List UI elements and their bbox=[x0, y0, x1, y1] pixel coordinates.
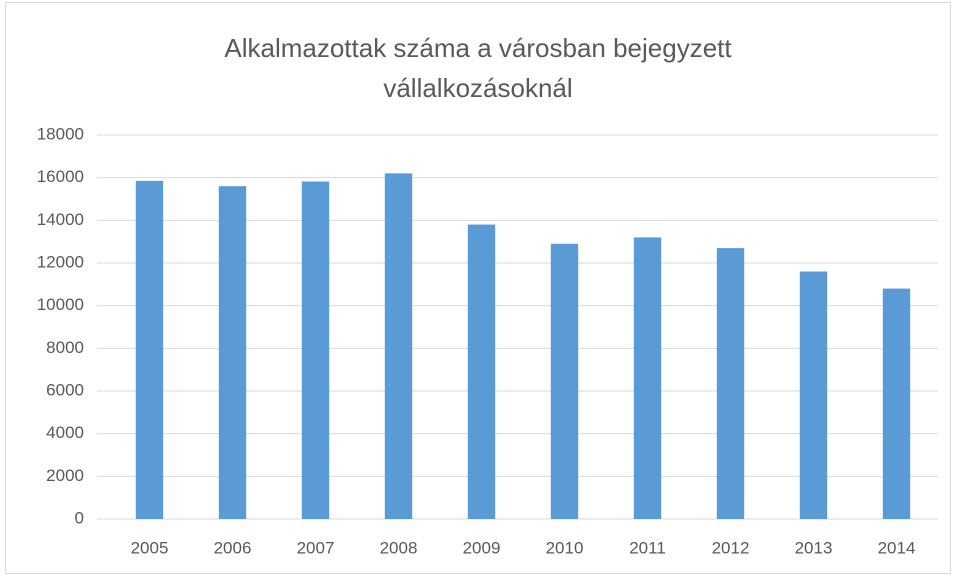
y-tick-label: 10000 bbox=[37, 295, 84, 314]
y-tick-label: 12000 bbox=[37, 252, 84, 271]
x-tick-label: 2012 bbox=[712, 538, 750, 557]
bar bbox=[384, 173, 413, 519]
x-tick-label: 2007 bbox=[297, 538, 335, 557]
y-tick-label: 18000 bbox=[37, 124, 84, 143]
y-tick-label: 14000 bbox=[37, 210, 84, 229]
bar bbox=[716, 248, 745, 520]
x-tick-label: 2008 bbox=[380, 538, 418, 557]
bar bbox=[882, 288, 911, 519]
x-tick-label: 2014 bbox=[878, 538, 916, 557]
x-tick-label: 2005 bbox=[131, 538, 169, 557]
x-tick-label: 2009 bbox=[463, 538, 501, 557]
bar bbox=[135, 180, 164, 519]
x-tick-label: 2011 bbox=[629, 538, 666, 557]
x-tick-label: 2010 bbox=[546, 538, 584, 557]
bar bbox=[467, 224, 496, 519]
y-tick-label: 4000 bbox=[46, 423, 84, 442]
x-tick-label: 2006 bbox=[214, 538, 252, 557]
y-tick-label: 0 bbox=[75, 508, 84, 527]
bar bbox=[550, 243, 579, 520]
chart-title: Alkalmazottak száma a városban bejegyzet… bbox=[224, 33, 732, 103]
y-tick-label: 16000 bbox=[37, 167, 84, 186]
x-tick-label: 2013 bbox=[795, 538, 833, 557]
y-tick-label: 8000 bbox=[46, 338, 84, 357]
y-tick-label: 6000 bbox=[46, 380, 84, 399]
bar bbox=[301, 181, 330, 520]
bar bbox=[633, 237, 662, 519]
bar bbox=[218, 186, 247, 519]
y-tick-label: 2000 bbox=[46, 466, 84, 485]
bar bbox=[799, 271, 828, 519]
